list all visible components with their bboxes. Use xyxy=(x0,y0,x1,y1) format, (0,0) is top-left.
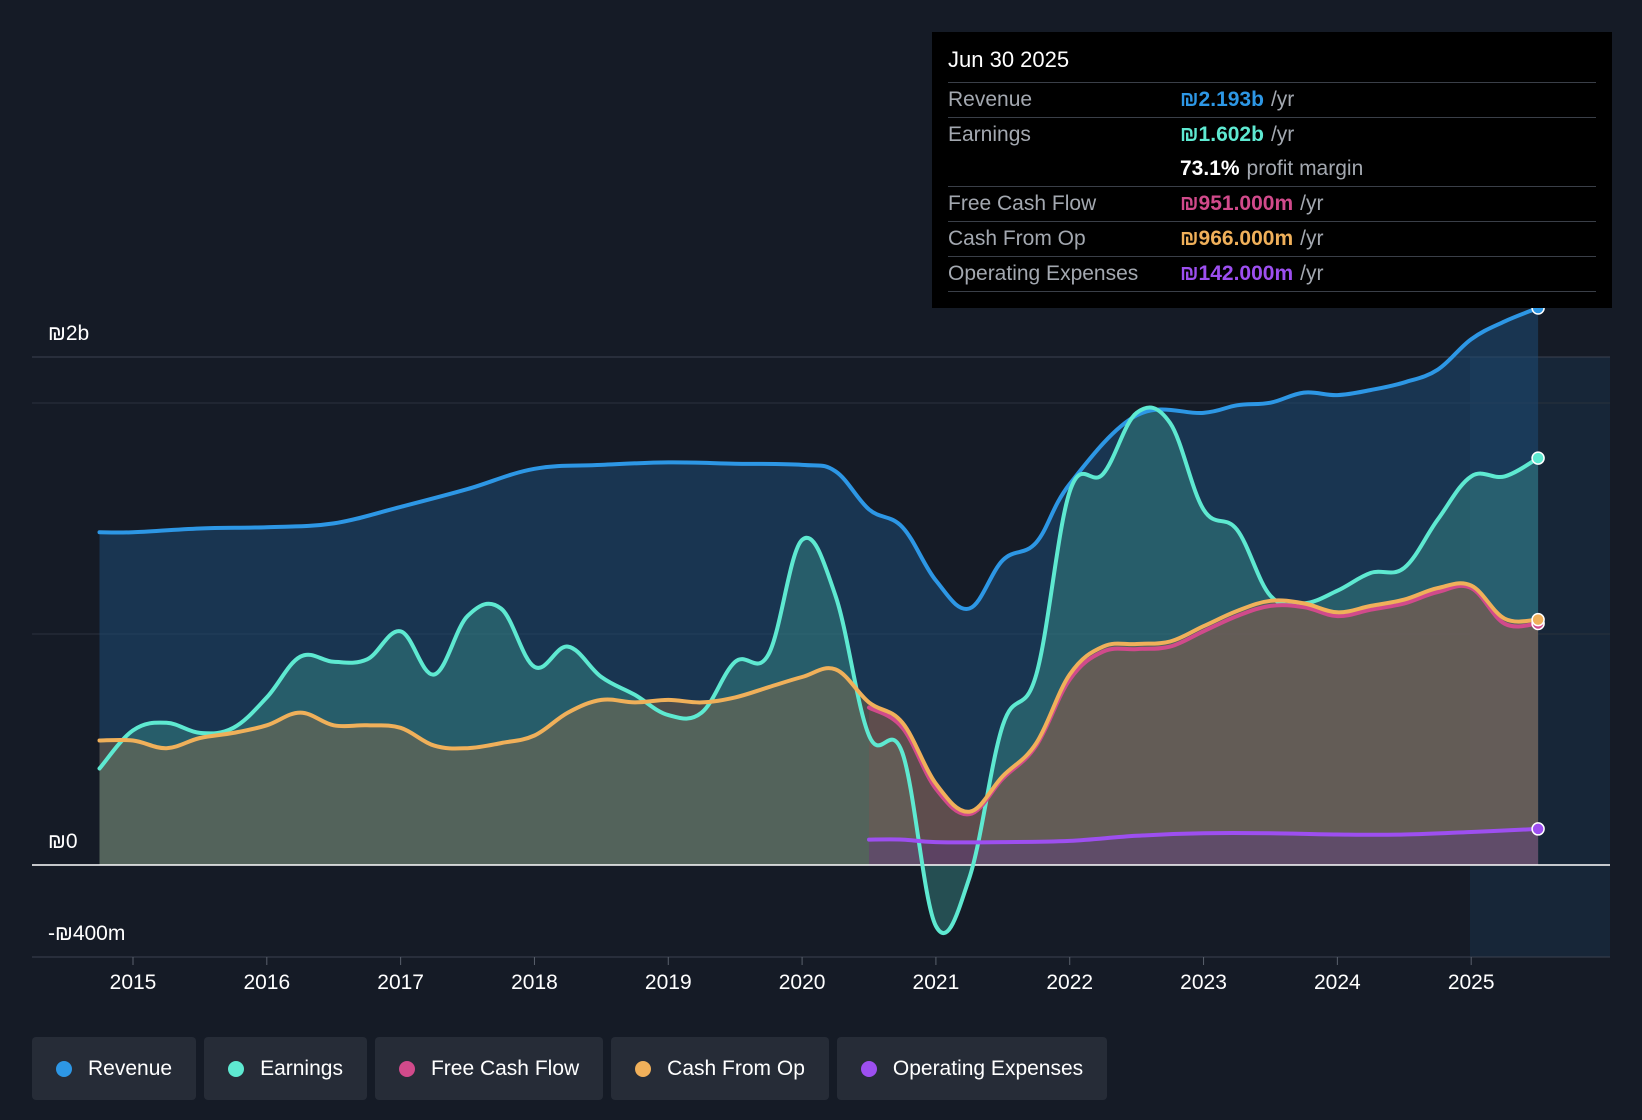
cash-from-op-area xyxy=(99,583,1539,865)
tooltip-date: Jun 30 2025 xyxy=(948,46,1596,83)
profit-margin-value: 73.1% xyxy=(1180,157,1240,180)
x-tick-label: 2017 xyxy=(377,971,424,994)
operating-expenses-end-point xyxy=(1531,822,1545,836)
legend-item-cash-from-op[interactable]: Cash From Op xyxy=(611,1037,829,1100)
legend-dot-icon xyxy=(56,1060,72,1077)
tooltip-unit: /yr xyxy=(1300,262,1324,285)
earnings-end-point xyxy=(1531,451,1545,465)
tooltip-row-revenue: Revenue ₪2.193b /yr xyxy=(948,83,1596,118)
x-tick-label: 2025 xyxy=(1448,971,1495,994)
x-tick-label: 2021 xyxy=(913,971,960,994)
tooltip-name: Earnings xyxy=(948,123,1031,146)
operating-expenses-line xyxy=(867,826,1541,845)
x-tick-label: 2024 xyxy=(1314,971,1361,994)
y-tick-top: ₪2b xyxy=(48,322,89,345)
tooltip-name: Free Cash Flow xyxy=(948,192,1097,215)
legend-item-free-cash-flow[interactable]: Free Cash Flow xyxy=(374,1037,604,1100)
tooltip-value: ₪2.193b xyxy=(1180,88,1264,111)
tooltip-value: ₪142.000m xyxy=(1180,262,1294,285)
legend-label: Cash From Op xyxy=(667,1056,805,1080)
x-tick-label: 2019 xyxy=(645,971,692,994)
series-lines xyxy=(97,306,1541,936)
legend-dot-icon xyxy=(860,1060,877,1077)
tooltip: Jun 30 2025 Revenue ₪2.193b /yr Earnings… xyxy=(932,32,1612,308)
tooltip-unit: /yr xyxy=(1300,192,1324,215)
tooltip-value: ₪951.000m xyxy=(1180,192,1294,215)
x-axis-ticks: 2015 2016 2017 2018 2019 2020 2021 2022 2023 2024… xyxy=(110,957,1495,994)
tooltip-name: Revenue xyxy=(948,88,1033,111)
tooltip-unit: /yr xyxy=(1270,88,1295,111)
tooltip-row-cfo: Cash From Op ₪966.000m /yr xyxy=(948,222,1596,257)
cash-from-op-line xyxy=(97,581,1541,814)
legend-dot-icon xyxy=(398,1060,415,1077)
series-areas xyxy=(99,308,1539,934)
revenue-line xyxy=(97,306,1541,611)
tooltip-unit: /yr xyxy=(1270,123,1295,146)
y-tick-bottom: -₪400m xyxy=(48,922,125,945)
x-tick-label: 2022 xyxy=(1046,971,1093,994)
tooltip-name: Cash From Op xyxy=(948,227,1086,250)
x-tick-label: 2020 xyxy=(779,971,826,994)
x-tick-label: 2016 xyxy=(243,971,290,994)
legend-item-earnings[interactable]: Earnings xyxy=(204,1037,367,1100)
legend-item-operating-expenses[interactable]: Operating Expenses xyxy=(836,1037,1108,1100)
legend-label: Earnings xyxy=(260,1056,343,1080)
cash-from-op-end-point xyxy=(1531,612,1545,627)
tooltip-value: ₪1.602b xyxy=(1180,123,1264,146)
legend-dot-icon xyxy=(635,1060,652,1077)
tooltip-value: ₪966.000m xyxy=(1180,227,1294,250)
x-tick-label: 2023 xyxy=(1180,971,1227,994)
tooltip-row-margin: 73.1% profit margin xyxy=(948,152,1596,187)
legend-dot-icon xyxy=(228,1060,245,1077)
legend-item-revenue[interactable]: Revenue xyxy=(32,1037,197,1100)
legend-label: Revenue xyxy=(88,1056,173,1080)
tooltip-name: Operating Expenses xyxy=(948,262,1139,285)
x-tick-label: 2018 xyxy=(511,971,558,994)
y-tick-zero: ₪0 xyxy=(48,830,78,853)
legend-label: Operating Expenses xyxy=(892,1056,1084,1080)
tooltip-unit: /yr xyxy=(1300,227,1324,250)
tooltip-row-earnings: Earnings ₪1.602b /yr xyxy=(948,118,1596,152)
x-tick-label: 2015 xyxy=(110,971,157,994)
free-cash-flow-area xyxy=(869,585,1539,865)
revenue-area xyxy=(99,308,1539,865)
operating-expenses-area xyxy=(869,828,1539,865)
earnings-line xyxy=(97,405,1541,936)
legend: Revenue Earnings Free Cash Flow Cash Fro… xyxy=(32,1037,1108,1100)
profit-margin-label: profit margin xyxy=(1246,157,1364,180)
tooltip-row-opex: Operating Expenses ₪142.000m /yr xyxy=(948,257,1596,292)
tooltip-row-fcf: Free Cash Flow ₪951.000m /yr xyxy=(948,187,1596,222)
legend-label: Free Cash Flow xyxy=(430,1056,580,1080)
